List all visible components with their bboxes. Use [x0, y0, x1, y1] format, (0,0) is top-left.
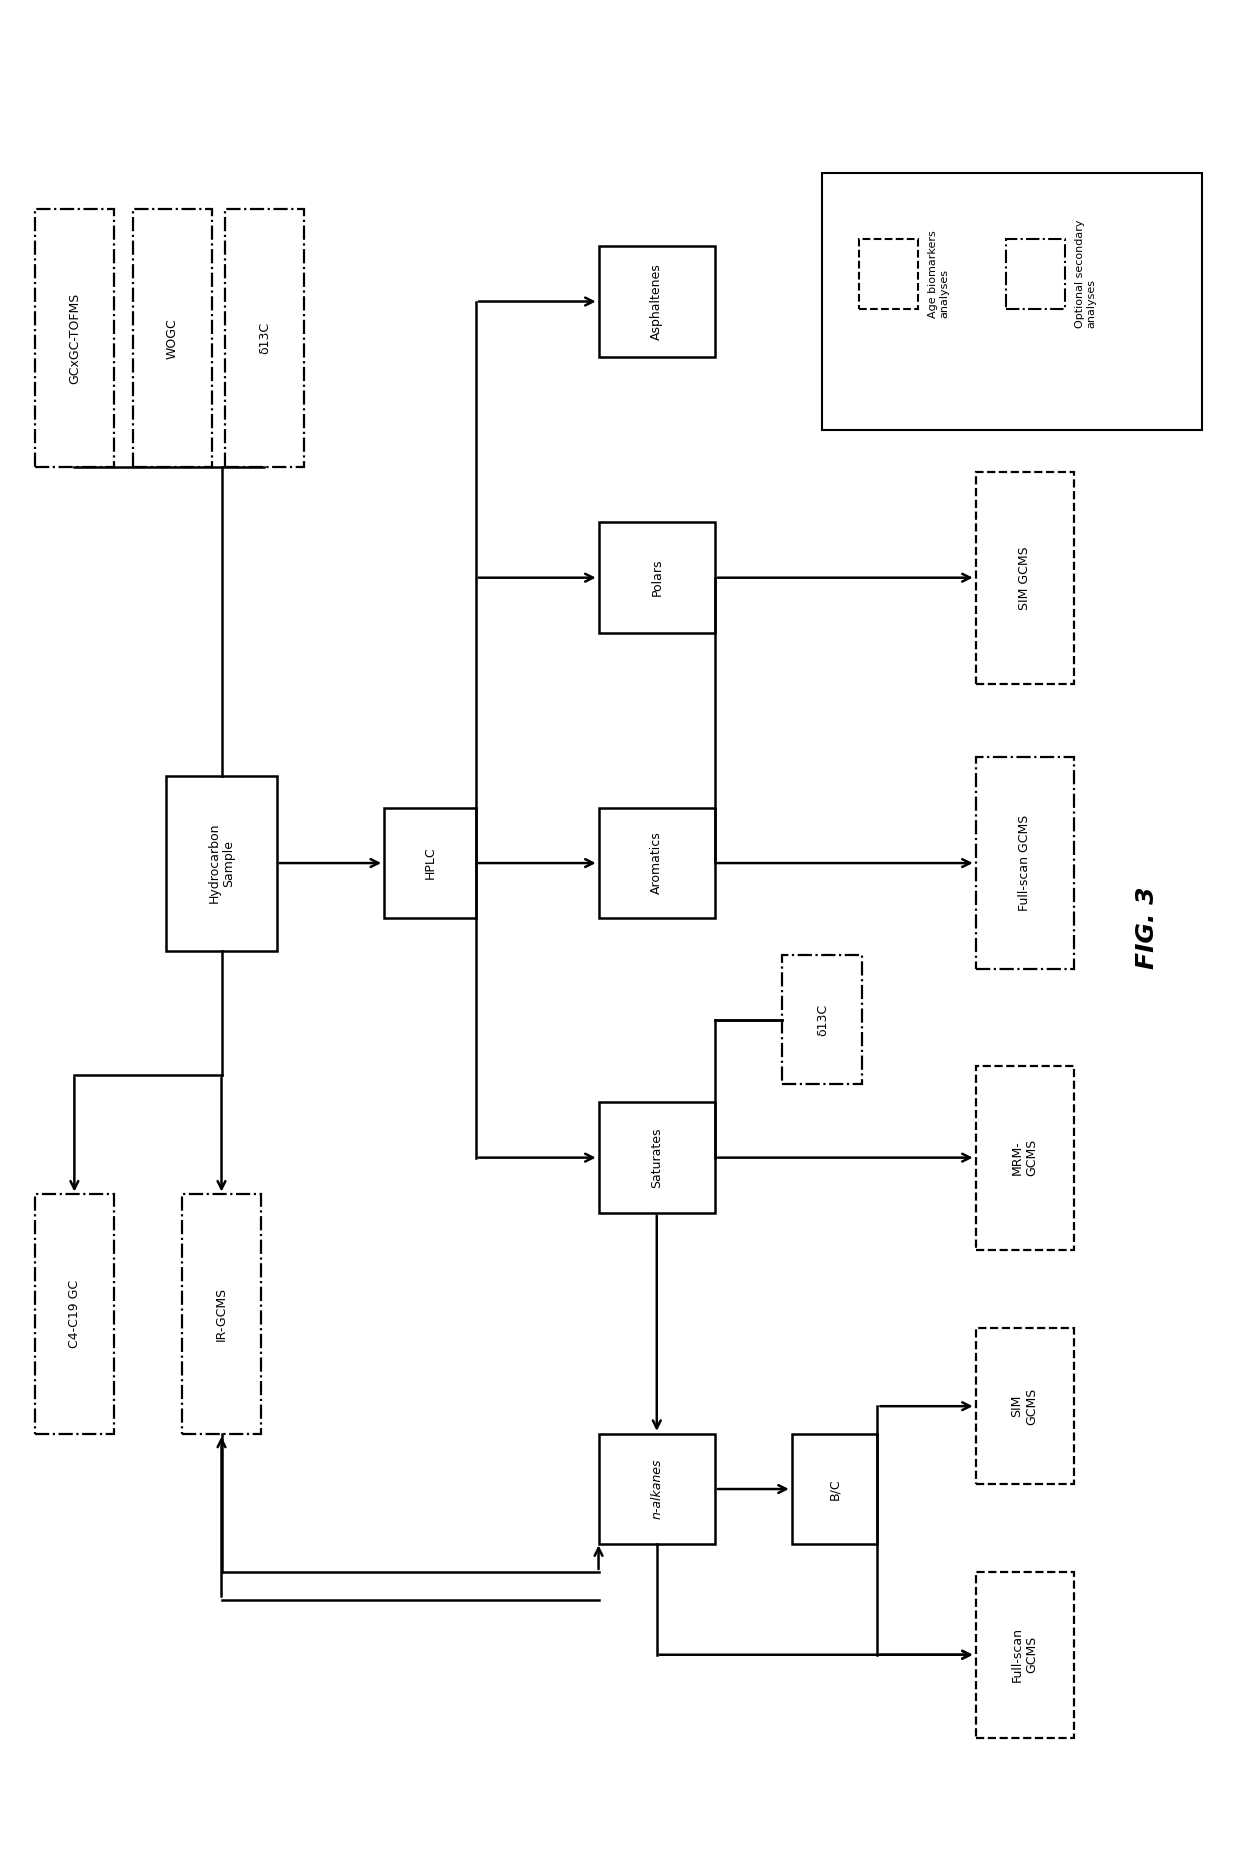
Text: δ13C: δ13C	[258, 323, 270, 354]
Text: Full-scan
GCMS: Full-scan GCMS	[1011, 1627, 1039, 1682]
Text: δ13C: δ13C	[816, 1004, 828, 1035]
Bar	[384, 807, 476, 918]
Text: MRM-
GCMS: MRM- GCMS	[1011, 1139, 1039, 1176]
Text: SIM
GCMS: SIM GCMS	[1011, 1388, 1039, 1425]
Bar	[133, 210, 212, 467]
Text: Polars: Polars	[650, 558, 663, 597]
Bar	[1006, 239, 1065, 310]
Bar	[822, 173, 1203, 430]
Bar	[166, 775, 277, 950]
Bar	[182, 1195, 262, 1434]
Bar	[791, 1434, 878, 1543]
Text: Asphaltenes: Asphaltenes	[650, 263, 663, 339]
Text: Full-scan GCMS: Full-scan GCMS	[1018, 814, 1032, 911]
Bar	[224, 210, 304, 467]
Text: Aromatics: Aromatics	[650, 831, 663, 894]
Bar	[782, 955, 862, 1083]
Text: Hydrocarbon
Sample: Hydrocarbon Sample	[207, 824, 236, 903]
Text: Optional secondary
analyses: Optional secondary analyses	[1075, 219, 1096, 328]
Text: WOGC: WOGC	[166, 317, 179, 358]
Text: Age biomarkers
analyses: Age biomarkers analyses	[928, 230, 950, 317]
Bar	[976, 757, 1074, 968]
Bar	[35, 210, 114, 467]
Bar	[599, 523, 715, 633]
Text: Saturates: Saturates	[650, 1128, 663, 1187]
Text: FIG. 3: FIG. 3	[1136, 887, 1159, 968]
Text: SIM GCMS: SIM GCMS	[1018, 545, 1032, 610]
Bar	[976, 471, 1074, 683]
Bar	[599, 1434, 715, 1543]
Text: IR-GCMS: IR-GCMS	[215, 1287, 228, 1341]
Text: C4-C19 GC: C4-C19 GC	[68, 1280, 81, 1349]
Bar	[35, 1195, 114, 1434]
Bar	[599, 247, 715, 356]
Bar	[599, 807, 715, 918]
Text: B/C: B/C	[828, 1478, 841, 1501]
Text: GCxGC-TOFMS: GCxGC-TOFMS	[68, 293, 81, 384]
Text: n-alkanes: n-alkanes	[650, 1458, 663, 1519]
Bar	[599, 1102, 715, 1213]
Bar	[976, 1065, 1074, 1250]
Bar	[976, 1571, 1074, 1738]
Bar	[976, 1328, 1074, 1484]
Bar	[859, 239, 918, 310]
Text: HPLC: HPLC	[423, 846, 436, 879]
